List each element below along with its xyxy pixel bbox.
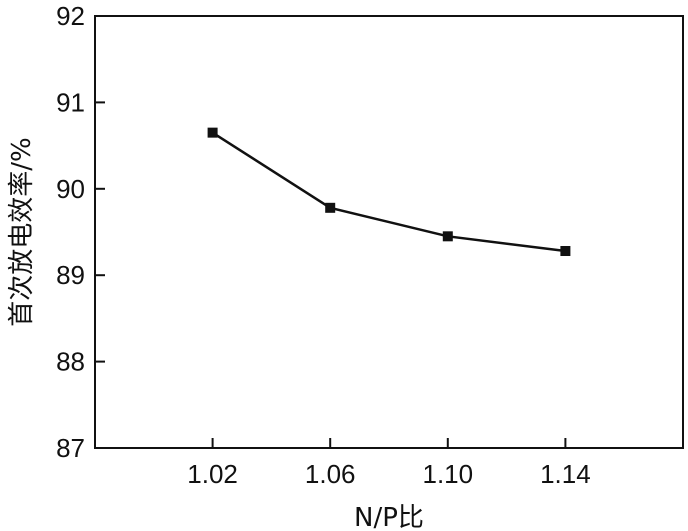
series-line	[211, 131, 566, 253]
data-point	[207, 127, 218, 138]
x-tick-label: 1.06	[305, 459, 356, 489]
y-tick-label: 87	[56, 433, 85, 463]
data-point	[442, 231, 453, 242]
series-layer	[207, 127, 571, 257]
y-axis-ticks: 87 88 89 90 91 92	[56, 1, 105, 463]
y-tick-label: 92	[56, 1, 85, 31]
data-point	[560, 246, 571, 257]
x-tick-label: 1.14	[540, 459, 591, 489]
y-axis-label: 首次放电效率/%	[7, 137, 37, 326]
y-tick-label: 88	[56, 347, 85, 377]
y-tick-label: 89	[56, 260, 85, 290]
data-point	[325, 202, 336, 213]
x-tick-label: 1.02	[187, 459, 238, 489]
plot-frame	[94, 15, 684, 449]
x-axis-label: N/P比	[354, 503, 424, 531]
y-tick-label: 91	[56, 87, 85, 117]
x-tick-label: 1.10	[422, 459, 473, 489]
x-axis-ticks: 1.02 1.06 1.10 1.14	[187, 438, 591, 489]
y-tick-label: 90	[56, 174, 85, 204]
